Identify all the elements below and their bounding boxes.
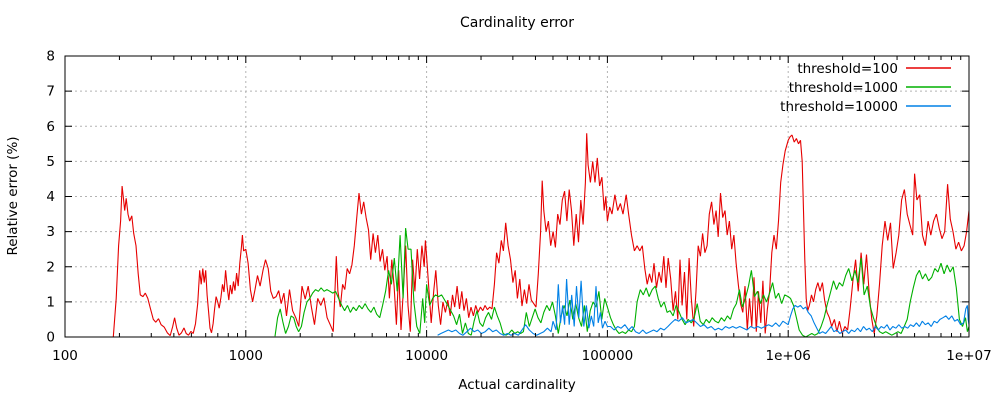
tick-labels: 100 1000 10000 100000 1e+06 1e+07 0 1 2 3 4 5 6 7 8 [46,49,991,365]
x-tick-label: 100000 [582,348,634,364]
y-axis-label: Relative error (%) [5,136,21,255]
y-tick-label: 4 [46,189,55,205]
legend-item: threshold=10000 [780,99,951,115]
y-tick-label: 6 [46,119,55,135]
legend-item: threshold=100 [797,61,951,77]
legend-label: threshold=100 [797,61,898,77]
legend: threshold=100 threshold=1000 threshold=1… [780,61,951,115]
tick-marks [64,55,970,338]
x-tick-label: 1e+06 [766,348,811,364]
y-tick-label: 5 [46,154,55,170]
legend-label: threshold=10000 [780,99,898,115]
series-lines [112,133,970,338]
x-tick-label: 10000 [405,348,448,364]
y-tick-label: 3 [46,224,55,240]
chart-title: Cardinality error [460,15,574,31]
x-tick-label: 1000 [229,348,263,364]
series-line-threshold-100 [112,133,970,338]
y-tick-label: 0 [46,330,55,346]
legend-label: threshold=1000 [789,80,898,96]
x-axis-label: Actual cardinality [458,377,576,393]
y-tick-label: 1 [46,294,55,310]
series-line-threshold-10000 [437,278,970,336]
y-tick-label: 2 [46,259,55,275]
series-line-threshold-1000 [274,228,970,338]
y-tick-label: 7 [46,84,55,100]
y-tick-label: 8 [46,49,55,65]
x-tick-label: 100 [52,348,78,364]
x-tick-label: 1e+07 [946,348,991,364]
gridlines [65,56,969,337]
legend-item: threshold=1000 [789,80,951,96]
